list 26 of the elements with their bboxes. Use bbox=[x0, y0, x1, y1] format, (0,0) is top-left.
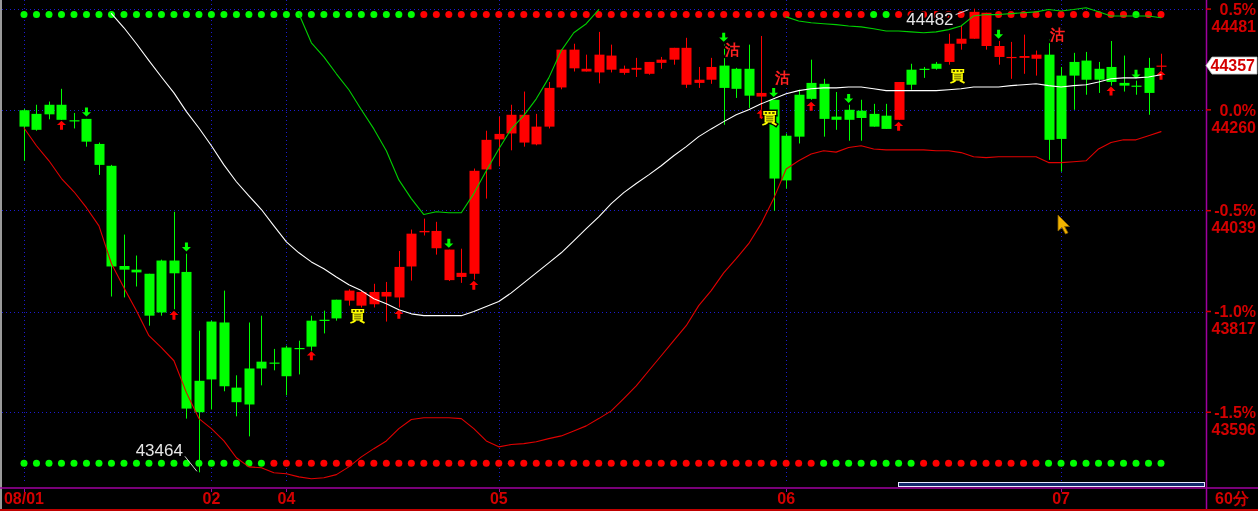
y-tick-label: 44260 bbox=[1211, 118, 1257, 136]
y-tick-label: 43817 bbox=[1211, 320, 1257, 338]
annotation: 43464 bbox=[135, 441, 183, 461]
x-tick-label: 07 bbox=[1052, 490, 1071, 507]
y2-tick-label: 0.5% bbox=[1219, 0, 1256, 18]
y2-tick-label: -0.5% bbox=[1214, 202, 1256, 220]
x-tick-label: 05 bbox=[489, 490, 508, 507]
y-tick-label: 44481 bbox=[1211, 17, 1257, 35]
x-tick-label: 06 bbox=[777, 490, 796, 507]
annotation: 買 bbox=[348, 307, 365, 325]
y2-tick-label: 0.0% bbox=[1219, 101, 1256, 119]
annotation: 沽 bbox=[773, 69, 790, 87]
text: 44357 bbox=[1210, 57, 1256, 75]
y-tick-label: 44039 bbox=[1211, 219, 1257, 237]
y2-tick-label: -1.0% bbox=[1214, 303, 1256, 321]
y-tick-label: 43596 bbox=[1211, 420, 1257, 438]
y2-tick-label: -1.5% bbox=[1214, 404, 1256, 422]
annotation: 沽 bbox=[723, 41, 740, 59]
x-tick-label: 02 bbox=[202, 490, 221, 507]
annotation: 買 bbox=[948, 66, 965, 84]
annotation: 買 bbox=[761, 109, 778, 127]
x-tick-label: 08/01 bbox=[3, 490, 45, 507]
annotation: 沽 bbox=[1048, 26, 1065, 44]
x-tick-label: 04 bbox=[277, 490, 296, 507]
x-axis-title: 60分 bbox=[1215, 490, 1250, 507]
annotation: 44482 bbox=[906, 9, 954, 29]
